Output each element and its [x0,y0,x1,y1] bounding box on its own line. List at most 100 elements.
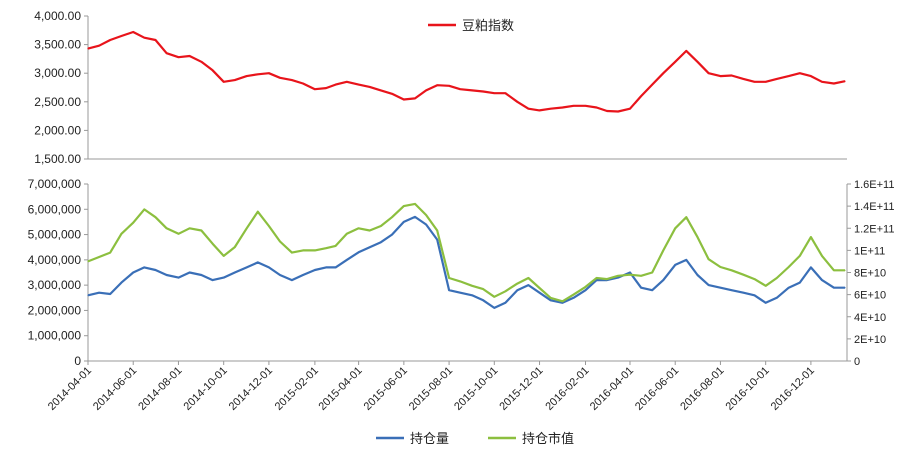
data-point-open-interest [98,292,100,294]
data-point-soymeal-index [662,72,664,74]
data-point-open-interest [291,279,293,281]
data-point-soymeal-index [448,85,450,87]
data-point-open-interest [189,271,191,274]
x-tick-label: 2015-10-01 [452,365,500,413]
x-tick-label: 2015-02-01 [273,365,321,413]
data-point-soymeal-index [268,72,270,74]
data-point-position-value [731,269,733,271]
data-point-position-value [120,233,122,235]
data-point-soymeal-index [719,75,722,77]
x-tick-label: 2016-10-01 [724,365,772,413]
data-point-position-value [799,255,801,257]
data-point-position-value [596,277,598,279]
legend-label-open-interest: 持仓量 [410,431,449,446]
data-point-position-value [325,247,327,249]
data-point-soymeal-index [414,97,416,99]
data-point-soymeal-index [132,31,134,33]
data-point-position-value [810,236,812,238]
data-point-open-interest [369,246,371,248]
x-tick-label: 2014-10-01 [182,365,230,413]
data-point-position-value [302,249,304,251]
series-line-soymeal-index [87,30,846,113]
data-point-position-value [719,266,722,268]
data-point-soymeal-index [799,72,801,74]
data-point-soymeal-index [109,39,111,41]
legend-label-soymeal-index: 豆粕指数 [462,18,514,33]
data-point-soymeal-index [380,89,382,91]
data-point-soymeal-index [335,84,337,86]
data-point-open-interest [346,259,348,261]
x-tick-label: 2014-08-01 [136,365,184,413]
data-point-open-interest [109,293,111,295]
data-point-position-value [538,287,541,289]
data-point-position-value [246,227,248,229]
data-point-position-value [291,252,293,254]
data-point-open-interest [516,289,518,291]
data-point-soymeal-index [516,101,518,103]
data-point-open-interest [335,266,337,268]
top-y-tick-label: 1,500.00 [34,152,81,166]
data-point-soymeal-index [538,109,541,111]
data-point-open-interest [268,266,270,268]
data-point-position-value [629,274,631,276]
data-point-soymeal-index [459,88,461,90]
data-point-open-interest [742,292,745,294]
data-point-position-value [685,216,687,218]
data-point-open-interest [788,287,790,289]
data-point-open-interest [246,266,248,268]
data-point-open-interest [177,277,180,279]
data-point-open-interest [325,266,327,268]
data-point-open-interest [314,269,316,271]
top-y-tick-label: 3,000.00 [34,66,81,80]
data-point-position-value [765,285,767,287]
data-point-position-value [166,227,168,229]
bottom-left-tick-label: 7,000,000 [28,177,82,191]
data-point-position-value [606,278,608,280]
bottom-left-tick-label: 3,000,000 [28,278,82,292]
bottom-right-tick-label: 6E+10 [854,290,886,302]
data-point-open-interest [459,292,461,294]
data-point-position-value [391,216,393,218]
data-point-open-interest [674,264,676,266]
data-point-open-interest [617,277,619,279]
data-point-position-value [448,277,450,279]
data-point-open-interest [810,266,812,268]
series-line-position-value [87,202,845,303]
x-tick-label: 2015-04-01 [316,365,364,413]
data-point-soymeal-index [279,77,281,79]
data-point-open-interest [234,271,236,274]
data-point-position-value [471,285,473,287]
data-point-position-value [268,225,270,227]
data-point-position-value [346,233,348,235]
data-point-soymeal-index [154,39,157,41]
bottom-left-tick-label: 2,000,000 [28,303,82,317]
data-point-soymeal-index [674,61,676,63]
data-point-position-value [279,240,281,243]
data-point-open-interest [685,259,687,261]
data-point-position-value [109,252,111,254]
data-point-position-value [561,300,564,302]
data-point-open-interest [799,282,801,284]
data-point-open-interest [414,216,416,218]
series-line-open-interest [87,215,845,309]
top-y-tick-label: 2,000.00 [34,123,81,137]
bottom-right-tick-label: 1E+11 [854,245,885,257]
data-point-open-interest [448,289,450,291]
data-point-open-interest [436,239,438,241]
data-point-position-value [617,275,619,277]
data-point-position-value [708,258,710,260]
data-point-position-value [98,256,100,258]
data-point-open-interest [471,294,473,296]
data-point-open-interest [719,287,722,289]
data-point-position-value [425,214,427,216]
data-point-soymeal-index [223,81,225,83]
legend-label-position-value: 持仓市值 [522,431,574,446]
data-point-soymeal-index [731,74,733,77]
bottom-left-tick-label: 1,000,000 [28,329,82,343]
data-point-open-interest [833,287,835,289]
data-point-soymeal-index [314,88,316,90]
data-point-open-interest [493,307,495,309]
data-point-soymeal-index [696,61,699,63]
data-point-open-interest [212,279,214,281]
